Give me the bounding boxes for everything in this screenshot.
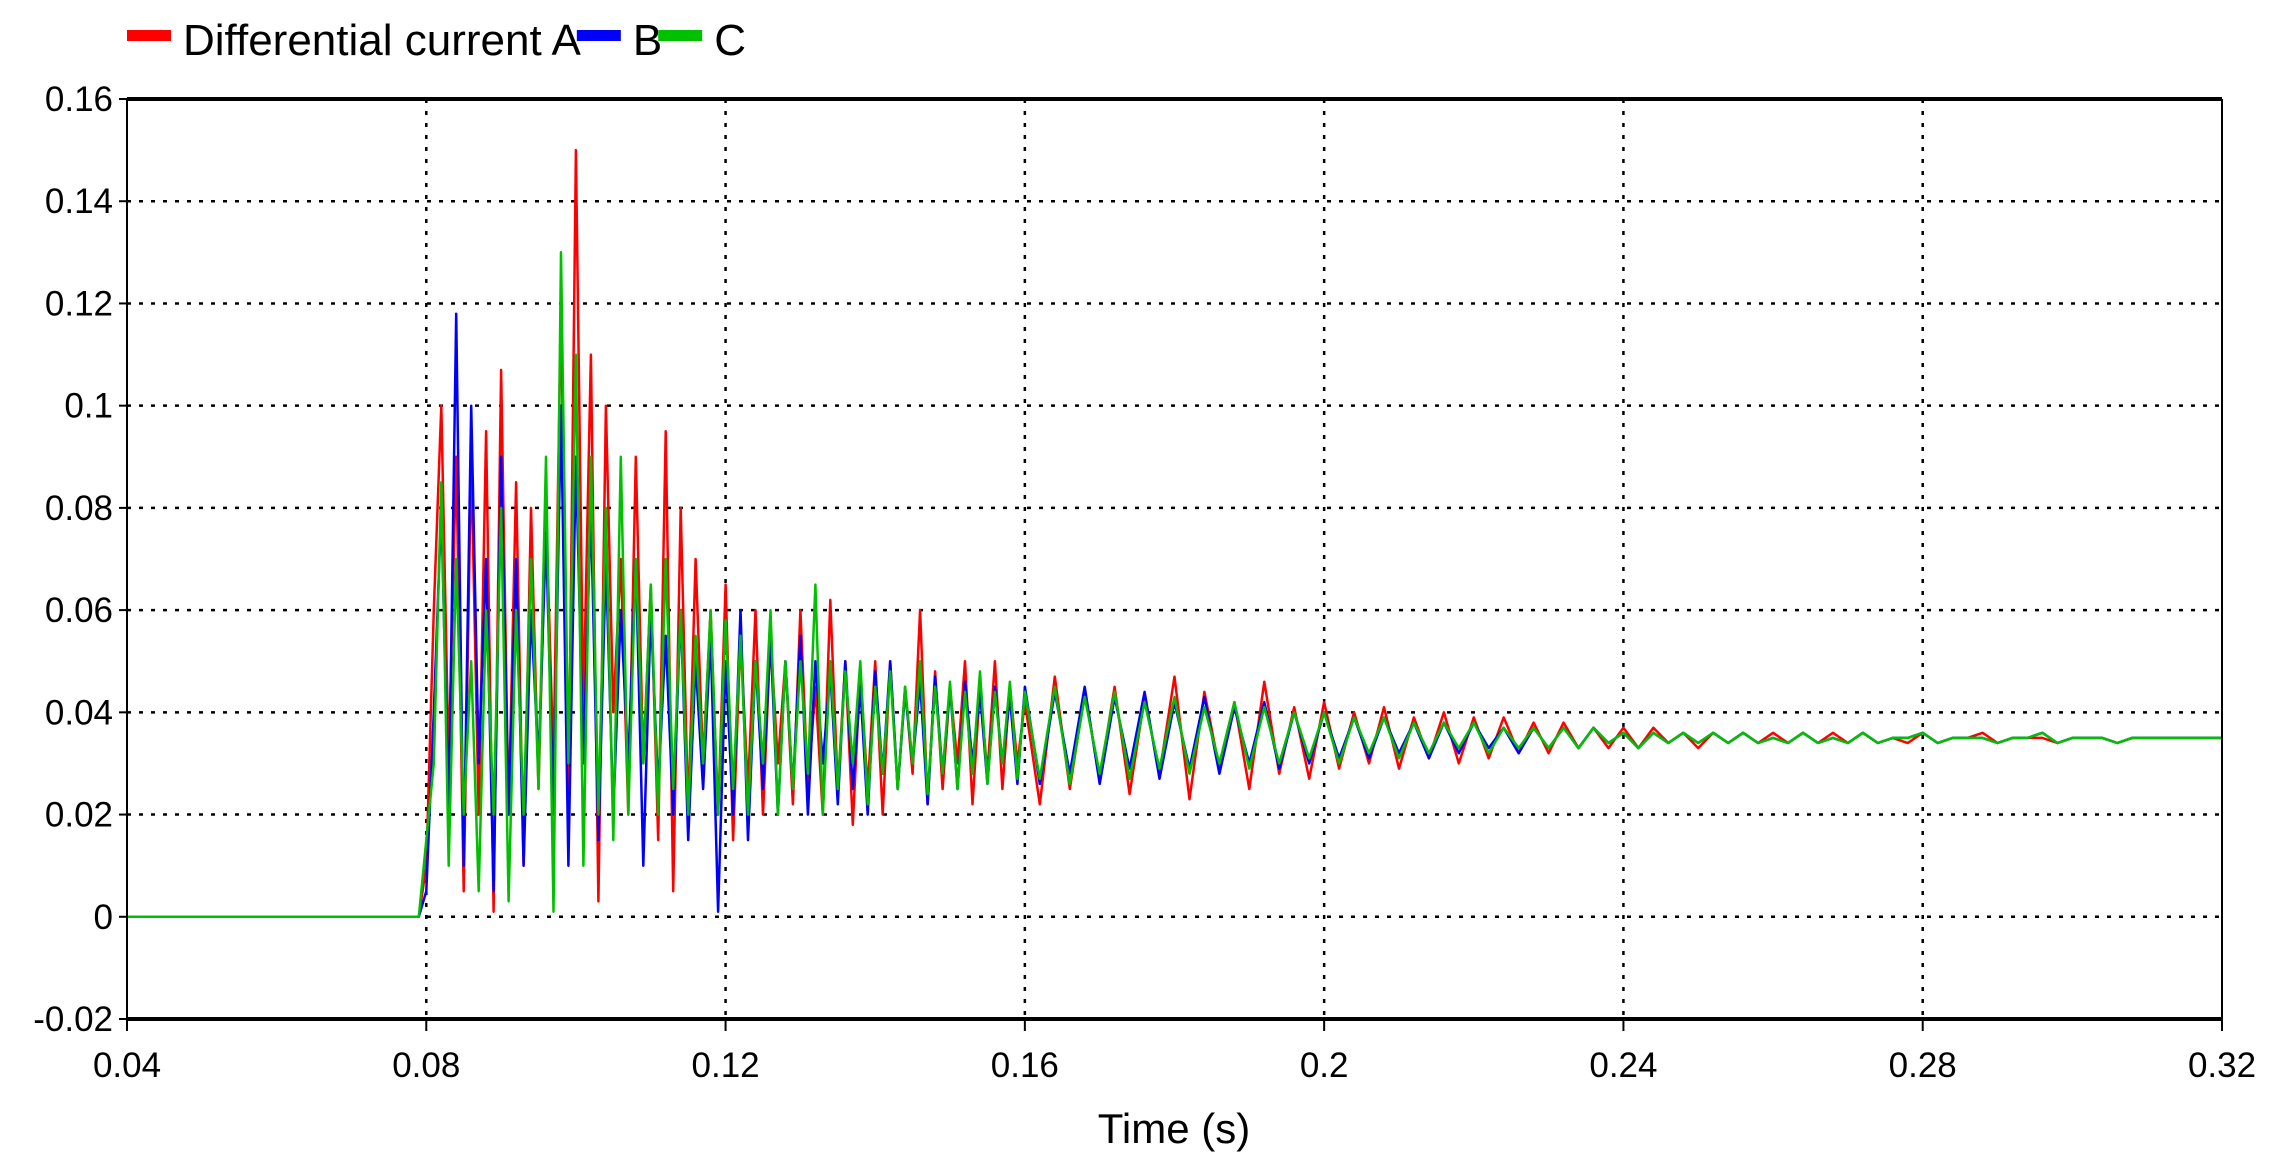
legend-swatch-1 <box>576 30 621 41</box>
legend-swatch-2 <box>658 30 703 41</box>
x-tick-label: 0.2 <box>1300 1046 1349 1085</box>
series-line-b <box>127 312 2222 919</box>
series-line-c <box>127 251 2222 919</box>
y-tick-label: 0.04 <box>45 693 113 732</box>
axes <box>119 97 2223 1031</box>
x-tick-label: 0.12 <box>692 1046 760 1085</box>
grid <box>127 99 2222 1019</box>
x-tick-label: 0.16 <box>991 1046 1059 1085</box>
x-tick-label: 0.08 <box>392 1046 460 1085</box>
legend: Differential current A B C <box>127 16 746 65</box>
y-tick-label: 0.02 <box>45 796 113 835</box>
y-tick-labels: -0.02 0 0.02 0.04 0.06 0.08 0.1 0.12 0.14 0.16 <box>33 80 113 1039</box>
y-tick-label: 0.12 <box>45 284 113 323</box>
y-tick-label: 0.14 <box>45 182 113 221</box>
x-tick-labels: 0.04 0.08 0.12 0.16 0.2 0.24 0.28 0.32 <box>93 1046 2256 1085</box>
legend-label-2: C <box>714 16 746 65</box>
x-tick-label: 0.04 <box>93 1046 161 1085</box>
y-tick-label: 0.16 <box>45 80 113 119</box>
y-tick-label: 0.1 <box>64 387 113 426</box>
series-lines <box>127 148 2222 919</box>
y-tick-label: 0.06 <box>45 591 113 630</box>
legend-label-1: B <box>633 16 662 65</box>
legend-label-0: Differential current A <box>183 16 581 65</box>
x-tick-label: 0.28 <box>1889 1046 1957 1085</box>
x-axis-label: Time (s) <box>1098 1105 1250 1152</box>
y-tick-label: 0 <box>94 898 113 937</box>
x-tick-label: 0.24 <box>1589 1046 1657 1085</box>
y-tick-label: 0.08 <box>45 489 113 528</box>
x-tick-label: 0.32 <box>2188 1046 2256 1085</box>
y-tick-label: -0.02 <box>33 1000 113 1039</box>
legend-swatch-0 <box>127 30 171 41</box>
